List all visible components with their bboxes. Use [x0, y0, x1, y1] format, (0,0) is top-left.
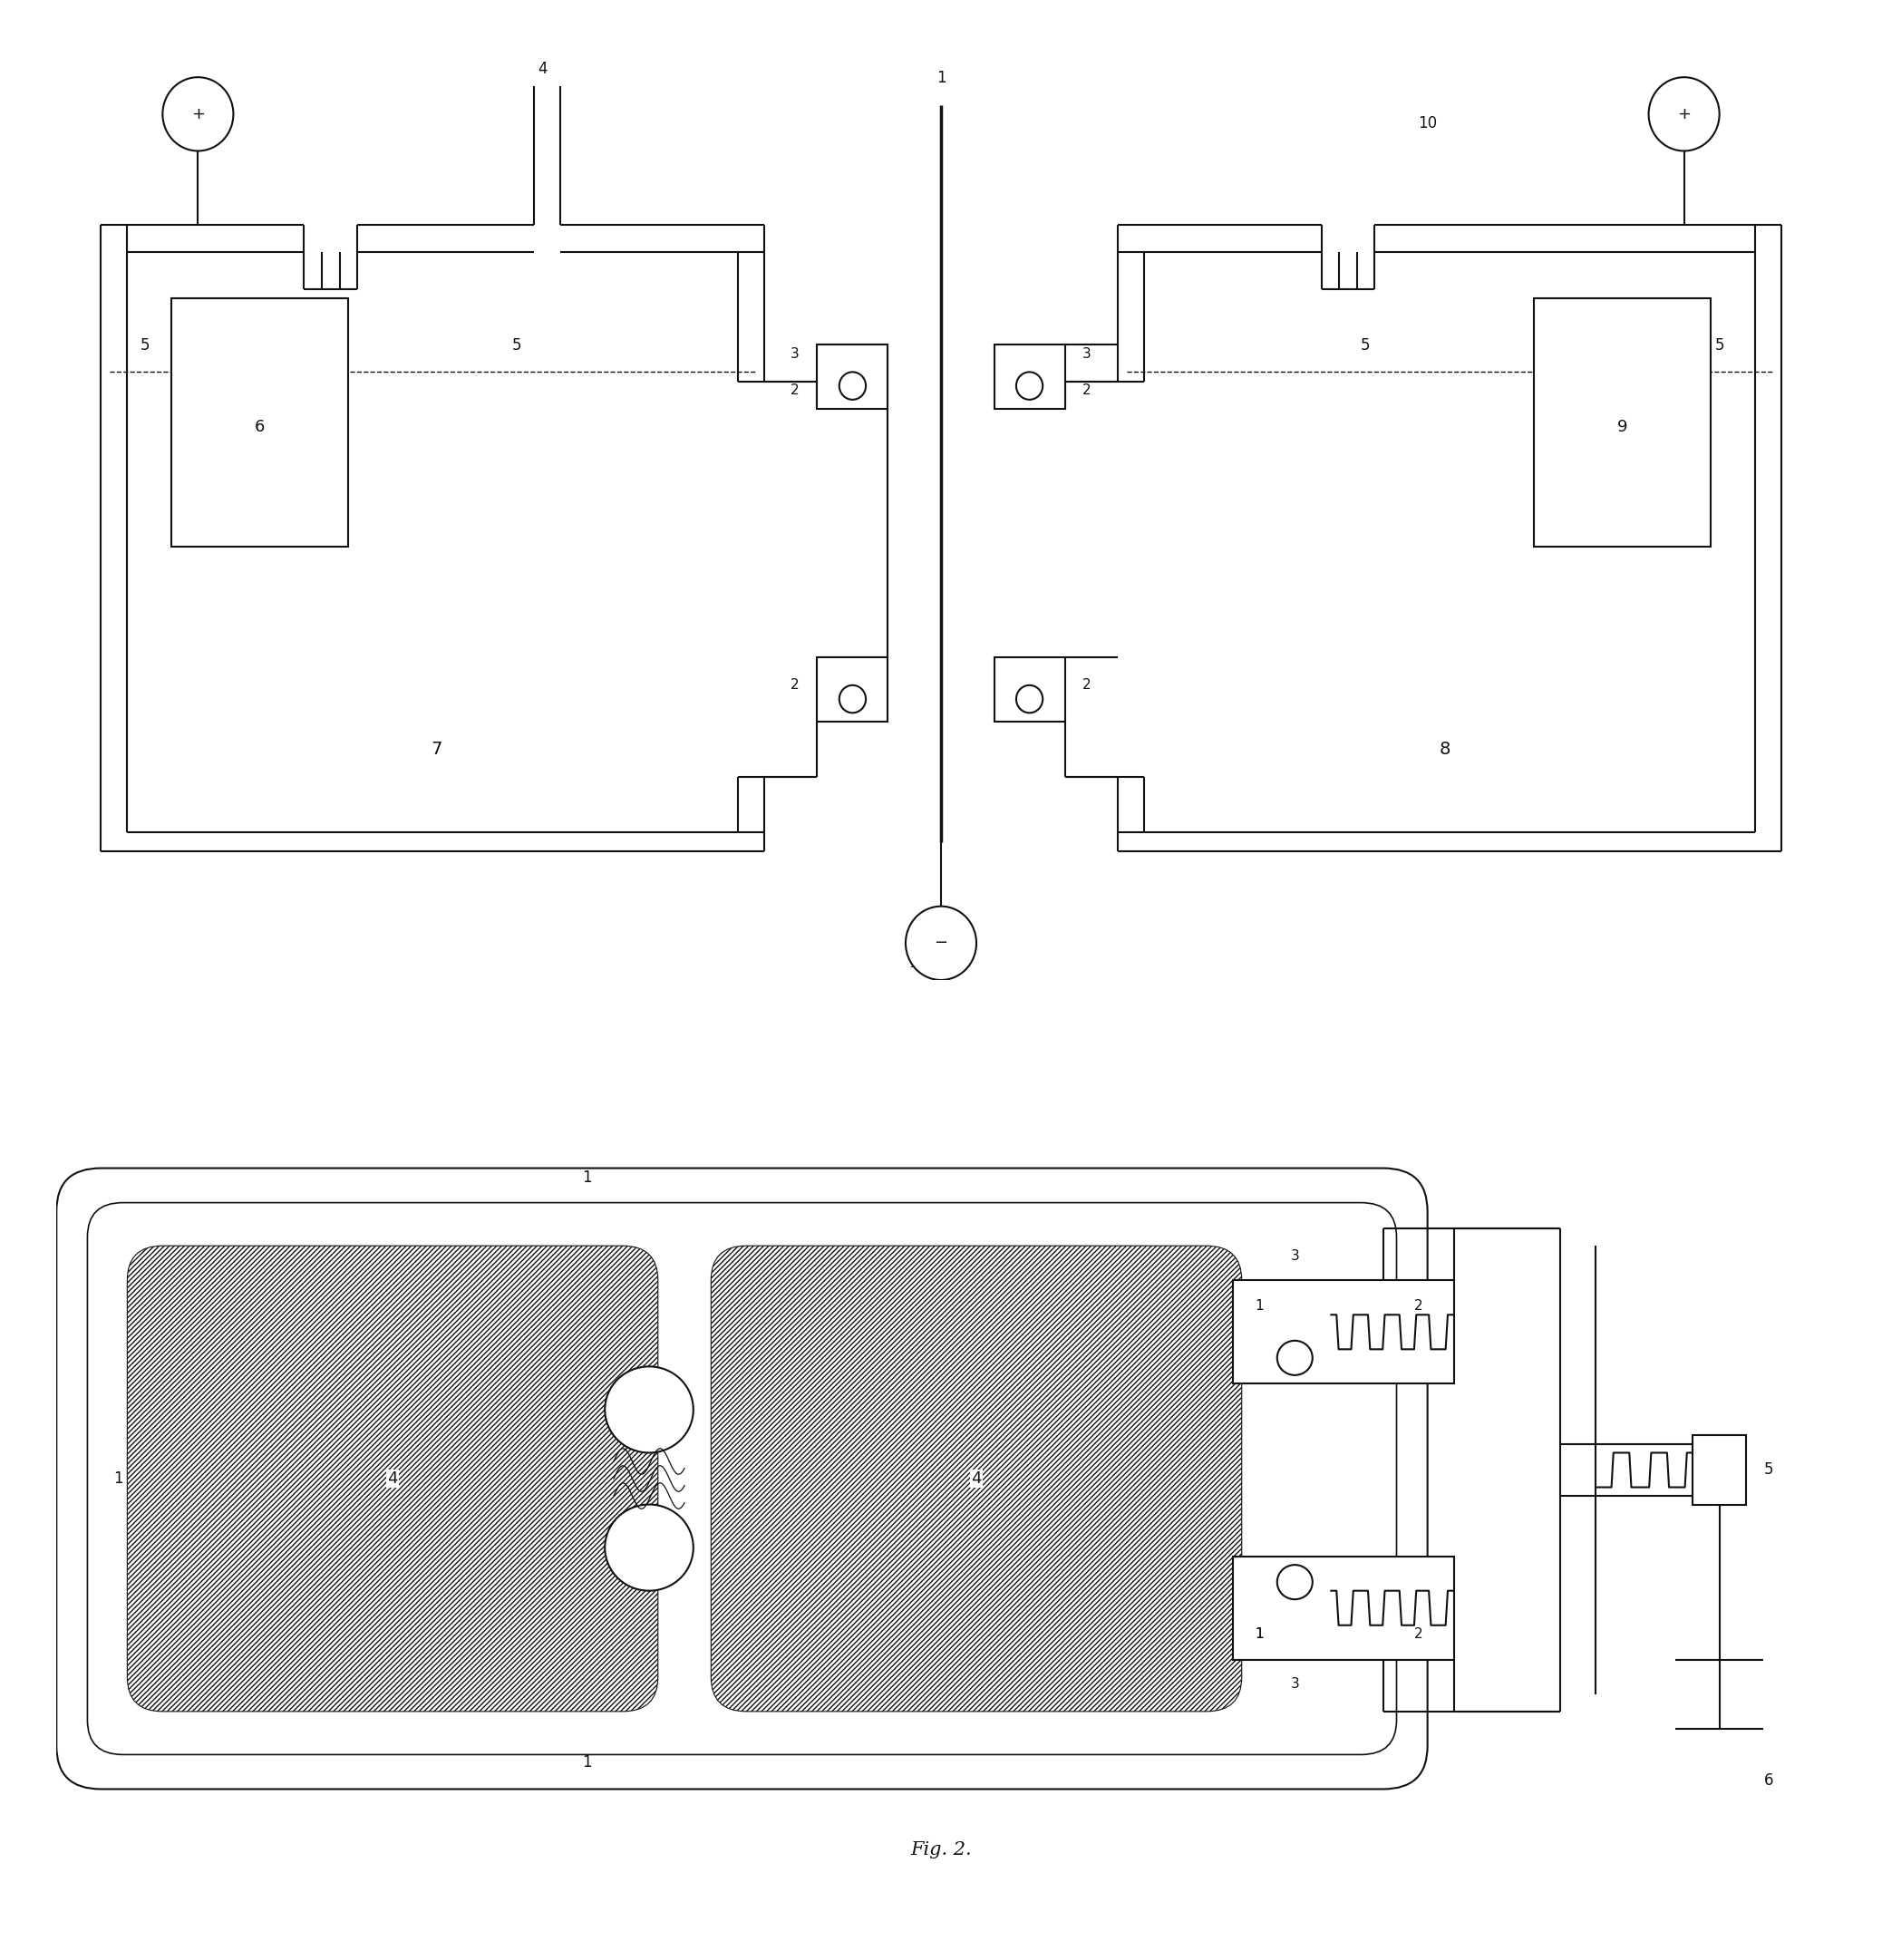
Circle shape — [1649, 76, 1720, 151]
Text: 3: 3 — [1082, 347, 1092, 361]
Circle shape — [604, 1505, 693, 1592]
Text: 1: 1 — [1255, 1299, 1265, 1313]
Text: 3: 3 — [1291, 1249, 1299, 1262]
Bar — [1233, 1556, 1455, 1660]
Bar — [171, 298, 348, 547]
Text: 7: 7 — [431, 741, 442, 759]
Text: 4: 4 — [971, 1470, 982, 1488]
Text: 1: 1 — [113, 1470, 122, 1488]
Text: 2: 2 — [1082, 678, 1092, 692]
Text: 5: 5 — [139, 337, 151, 353]
Text: 5: 5 — [512, 337, 521, 353]
Circle shape — [1278, 1341, 1312, 1376]
Text: 6: 6 — [254, 419, 265, 435]
Text: 2: 2 — [1413, 1299, 1423, 1313]
Text: +: + — [1677, 106, 1690, 122]
Text: 1: 1 — [1255, 1627, 1265, 1641]
Bar — [1233, 1280, 1455, 1384]
Text: Fig. 1.: Fig. 1. — [911, 955, 971, 970]
Circle shape — [1016, 372, 1043, 400]
Text: 4: 4 — [538, 61, 548, 76]
FancyBboxPatch shape — [87, 1203, 1396, 1754]
Bar — [817, 659, 888, 721]
Text: 2: 2 — [1413, 1627, 1423, 1641]
Circle shape — [162, 76, 233, 151]
Text: 2: 2 — [790, 678, 800, 692]
Text: 8: 8 — [1440, 741, 1451, 759]
Bar — [817, 345, 888, 410]
Circle shape — [604, 1366, 693, 1452]
Text: Fig. 2.: Fig. 2. — [911, 1840, 971, 1858]
Text: 6: 6 — [1763, 1772, 1773, 1789]
Text: 3: 3 — [1291, 1678, 1299, 1691]
Text: 3: 3 — [790, 347, 800, 361]
Circle shape — [839, 372, 866, 400]
Text: 1: 1 — [935, 71, 947, 86]
Text: 2: 2 — [790, 384, 800, 398]
Circle shape — [1016, 686, 1043, 713]
Text: 5: 5 — [1763, 1462, 1773, 1478]
Text: 5: 5 — [1361, 337, 1370, 353]
FancyBboxPatch shape — [56, 1168, 1428, 1789]
Text: 1: 1 — [582, 1754, 593, 1772]
Text: 9: 9 — [1617, 419, 1628, 435]
Circle shape — [905, 906, 977, 980]
Circle shape — [839, 686, 866, 713]
Text: 1: 1 — [1255, 1627, 1265, 1641]
Text: 5: 5 — [1715, 337, 1724, 353]
Bar — [1534, 298, 1711, 547]
Bar — [994, 659, 1065, 721]
Text: 1: 1 — [582, 1168, 593, 1186]
Bar — [994, 345, 1065, 410]
Text: 10: 10 — [1417, 116, 1438, 131]
Bar — [1694, 1435, 1746, 1505]
Text: 4: 4 — [388, 1470, 397, 1488]
Text: +: + — [192, 106, 205, 122]
Text: 2: 2 — [1082, 384, 1092, 398]
Circle shape — [1278, 1564, 1312, 1599]
Text: −: − — [933, 935, 949, 951]
